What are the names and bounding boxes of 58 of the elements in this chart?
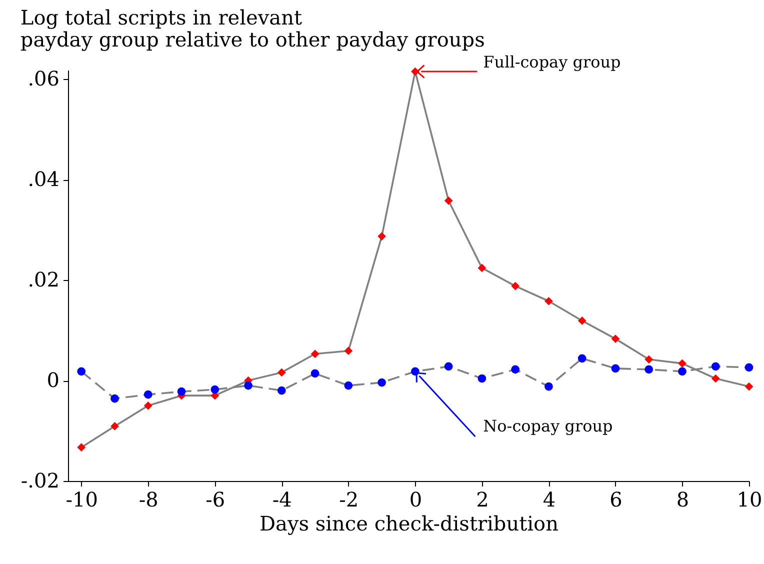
point [444,196,453,205]
point [644,355,654,364]
y-tick-label: .02 [28,268,60,292]
y-tick-label: -.02 [20,468,60,492]
x-tick-label: -8 [138,488,158,512]
x-axis-title: Days since check-distribution [260,512,559,536]
point [344,346,353,356]
point [511,282,520,290]
x-tick-label: 10 [736,488,762,512]
x-tick-label: -4 [272,488,292,512]
x-tick-label: 4 [542,488,556,512]
x-tick-label: 6 [610,488,622,512]
y-tick-label: .06 [28,66,60,91]
point [478,374,486,383]
point [144,390,152,399]
point [578,354,586,363]
point [644,365,654,374]
point [378,232,386,240]
point [578,316,586,325]
point [110,422,119,430]
point [410,67,420,76]
y-tick-label: .04 [28,167,60,192]
point [110,394,119,403]
point [310,350,320,358]
point [611,364,620,373]
point [77,367,86,376]
point [310,369,320,378]
point [544,296,553,306]
point [678,359,686,368]
annotation: Full-copay group [483,52,621,72]
point [210,385,220,394]
point [277,368,286,377]
x-tick-label: 0 [409,488,422,512]
x-tick-label: 8 [676,488,690,512]
x-tick-label: -10 [66,488,98,512]
point [444,362,453,371]
point [744,363,754,372]
y-tick-label: 0 [46,368,60,392]
x-tick-label: -6 [206,488,226,512]
point [77,443,86,452]
point [611,334,620,343]
point [744,382,754,391]
point [277,386,286,395]
point [378,378,386,387]
point [144,401,152,410]
x-tick-label: 2 [476,488,489,512]
point [544,382,553,391]
point [177,387,186,396]
point [678,367,686,376]
point [711,362,720,371]
point [711,374,720,383]
annotation: No-copay group [483,416,613,436]
y-axis-title: Log total scripts in relevant payday group relative to other payday groups [20,6,485,52]
point [344,381,353,390]
x-tick-label: -2 [339,488,359,512]
point [478,264,486,272]
point [244,381,252,390]
point [511,365,520,374]
